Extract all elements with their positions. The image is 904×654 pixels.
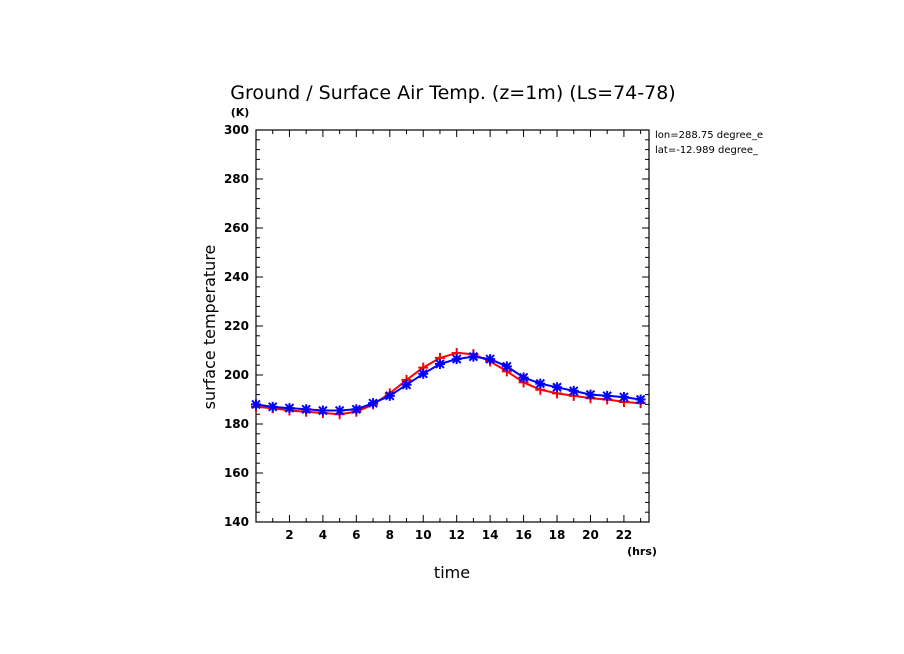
data-point-1	[317, 405, 328, 416]
y-tick-label: 260	[224, 221, 249, 235]
x-tick-label: 16	[515, 528, 532, 542]
data-point-1	[251, 399, 261, 410]
y-tick-label: 240	[224, 270, 249, 284]
y-unit-label: (K)	[231, 106, 250, 119]
y-tick-label: 280	[224, 172, 249, 186]
data-point-1	[301, 404, 312, 415]
data-point-1	[585, 389, 596, 400]
data-point-1	[518, 372, 529, 383]
lat-annotation: lat=-12.989 degree_	[655, 145, 759, 156]
y-tick-label: 300	[224, 123, 249, 137]
y-tick-label: 200	[224, 368, 249, 382]
data-point-1	[535, 378, 546, 389]
lon-annotation: lon=288.75 degree_e	[655, 130, 763, 141]
series-line-1	[255, 355, 641, 412]
x-tick-label: 4	[319, 528, 327, 542]
data-point-1	[434, 358, 445, 369]
data-point-1	[568, 385, 579, 396]
data-point-1	[284, 403, 295, 414]
data-point-1	[334, 405, 345, 416]
x-tick-label: 2	[285, 528, 293, 542]
x-tick-label: 14	[482, 528, 499, 542]
data-point-1	[267, 401, 278, 412]
y-tick-label: 140	[224, 515, 249, 529]
data-point-1	[618, 392, 629, 403]
x-tick-label: 22	[616, 528, 633, 542]
y-axis-label: surface temperature	[200, 245, 219, 410]
data-point-1	[485, 354, 496, 365]
data-point-1	[418, 368, 429, 379]
data-point-1	[501, 361, 512, 372]
x-tick-label: 12	[448, 528, 465, 542]
y-tick-label: 180	[224, 417, 249, 431]
x-tick-label: 20	[582, 528, 599, 542]
data-point-1	[552, 382, 563, 393]
plot-frame	[255, 129, 650, 523]
chart-title: Ground / Surface Air Temp. (z=1m) (Ls=74…	[230, 82, 675, 104]
data-point-1	[635, 394, 646, 405]
x-tick-label: 6	[352, 528, 360, 542]
data-point-1	[401, 379, 412, 390]
x-axis-label: time	[434, 563, 470, 582]
data-point-1	[368, 398, 379, 409]
data-point-1	[468, 351, 479, 362]
data-point-1	[451, 354, 462, 365]
data-point-1	[351, 404, 362, 415]
plot-area: 140 160 180 200 220 240 260 280 300 2 4 6 8 10 12 14 16 1…	[224, 123, 650, 542]
y-tick-label: 160	[224, 466, 249, 480]
data-point-1	[602, 390, 613, 401]
x-tick-label: 8	[386, 528, 394, 542]
data-point-1	[384, 390, 395, 401]
x-unit-label: (hrs)	[627, 545, 657, 558]
x-tick-label: 18	[549, 528, 566, 542]
x-tick-label: 10	[415, 528, 432, 542]
y-tick-label: 220	[224, 319, 249, 333]
